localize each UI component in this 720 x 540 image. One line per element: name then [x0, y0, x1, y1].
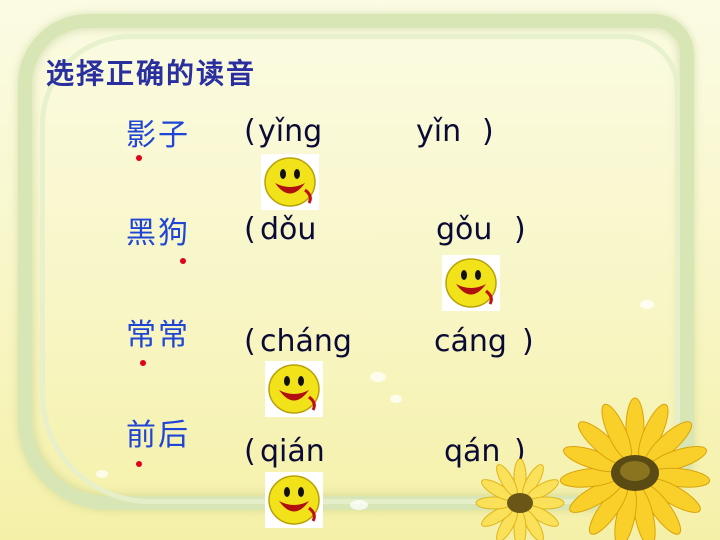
smiley-face-icon [261, 154, 319, 210]
bubble-decoration [350, 500, 368, 510]
paren-open: ( [244, 434, 256, 469]
pinyin-option-a[interactable]: qián [260, 434, 325, 469]
pinyin-option-a[interactable]: dǒu [260, 212, 317, 247]
sunflower-small [475, 458, 565, 540]
paren-open: ( [244, 212, 256, 247]
pinyin-option-b[interactable]: gǒu [436, 212, 493, 247]
paren-close: ) [522, 324, 534, 359]
pinyin-option-b[interactable]: qán [444, 434, 501, 469]
question-word: 常常 [126, 318, 190, 353]
smiley-face-icon [265, 472, 323, 528]
smiley-face-icon [265, 361, 323, 417]
paren-close: ) [482, 114, 494, 149]
emphasis-dot [136, 155, 142, 161]
question-word: 前后 [126, 418, 190, 453]
paren-close: ) [514, 212, 526, 247]
emphasis-dot [140, 360, 146, 366]
paren-open: ( [244, 324, 256, 359]
question-word: 黑狗 [126, 216, 190, 251]
emphasis-dot [180, 258, 186, 264]
paren-open: ( [244, 114, 256, 149]
pinyin-option-a[interactable]: cháng [260, 324, 352, 359]
sunflower-decoration [475, 397, 711, 540]
bubble-decoration [640, 300, 654, 309]
paren-close: ) [514, 434, 526, 469]
pinyin-option-b[interactable]: cáng [434, 324, 507, 359]
sunflower-large [559, 397, 711, 540]
pinyin-option-b[interactable]: yǐn [416, 114, 462, 149]
smiley-face-icon [442, 255, 500, 311]
question-word: 影子 [126, 118, 190, 153]
pinyin-option-a[interactable]: yǐng [258, 114, 323, 149]
emphasis-dot [136, 461, 142, 467]
bubble-decoration [390, 395, 402, 403]
bubble-decoration [96, 470, 108, 478]
bubble-decoration [370, 372, 386, 382]
page-title: 选择正确的读音 [46, 57, 257, 90]
